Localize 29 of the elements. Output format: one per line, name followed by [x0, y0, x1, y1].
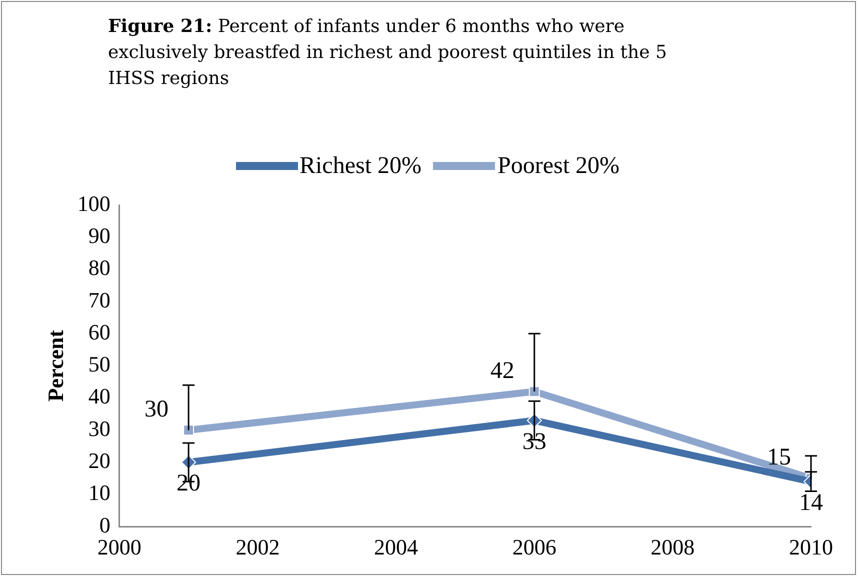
y-tick-label: 90 — [88, 222, 110, 248]
legend-label: Richest 20% — [300, 152, 422, 180]
y-tick-label: 10 — [88, 480, 110, 506]
y-tick-label: 60 — [88, 319, 110, 344]
x-tick-label: 2006 — [512, 534, 556, 560]
y-tick-label: 30 — [88, 416, 110, 441]
x-tick-label: 2000 — [97, 534, 142, 560]
data-label: 20 — [176, 470, 201, 497]
chart-title: Figure 21: Percent of infants under 6 months who were exclusively breastfed in richest and poorest quintiles in the 5 IHSS regions — [108, 15, 668, 91]
x-tick-label: 2008 — [650, 534, 695, 560]
y-tick-label: 80 — [88, 255, 110, 280]
point — [528, 386, 540, 397]
data-label: 33 — [522, 428, 546, 455]
y-axis-title: Percent — [42, 329, 68, 402]
y-tick-label: 40 — [88, 384, 110, 409]
legend-label: Poorest 20% — [497, 152, 620, 180]
y-tick-label: 0 — [99, 512, 110, 538]
y-tick-label: 20 — [88, 448, 110, 474]
data-label: 15 — [767, 444, 791, 471]
data-label: 42 — [490, 358, 514, 384]
y-tick-label: 100 — [77, 190, 110, 216]
x-tick-label: 2010 — [789, 534, 833, 560]
x-tick-label: 2002 — [236, 534, 280, 560]
x-tick-label: 2004 — [374, 534, 418, 560]
y-tick-label: 50 — [88, 352, 110, 377]
point — [183, 424, 194, 436]
data-label: 14 — [799, 490, 823, 516]
y-tick-label: 70 — [88, 287, 110, 312]
data-label: 30 — [144, 396, 169, 422]
